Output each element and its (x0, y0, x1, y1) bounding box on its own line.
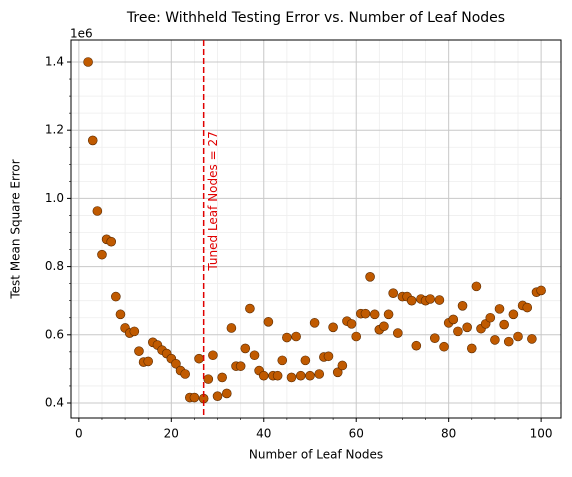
y-tick-label: 0.6 (45, 327, 64, 341)
point (314, 369, 325, 379)
point (92, 206, 103, 216)
point (379, 321, 389, 332)
x-tick-label: 80 (441, 427, 456, 441)
point (277, 355, 288, 366)
point (226, 323, 237, 333)
point (430, 333, 440, 344)
point (286, 372, 297, 383)
point (351, 331, 362, 342)
point (240, 343, 251, 354)
point (180, 369, 190, 379)
point (490, 335, 500, 345)
point (346, 319, 357, 329)
point (485, 312, 496, 323)
point (425, 294, 435, 304)
point (97, 249, 107, 260)
reference-label: Tuned Leaf Nodes = 27 (206, 131, 220, 271)
point (434, 295, 445, 305)
point (360, 308, 371, 319)
point (439, 341, 449, 352)
point (309, 318, 320, 328)
point (203, 374, 214, 384)
plot-frame (70, 39, 562, 419)
point (383, 309, 394, 320)
point (291, 331, 301, 342)
chart-title: Tree: Withheld Testing Error vs. Number … (126, 10, 505, 26)
point (249, 350, 260, 361)
point (365, 272, 375, 282)
point (194, 353, 204, 364)
y-tick-label: 1.2 (45, 123, 64, 137)
x-tick-label: 20 (164, 427, 179, 441)
point (106, 236, 117, 247)
point (134, 346, 144, 356)
point (453, 326, 463, 337)
point (388, 288, 398, 298)
point (522, 302, 533, 313)
point (406, 295, 417, 306)
point (527, 334, 537, 344)
y-tick-label: 0.8 (45, 259, 64, 273)
x-tick-label: 0 (75, 427, 83, 441)
point (494, 304, 505, 314)
x-tick-label: 100 (530, 427, 553, 441)
point (513, 331, 523, 342)
point (111, 291, 121, 302)
point (305, 370, 315, 381)
point (189, 392, 200, 403)
point (448, 314, 459, 325)
point (466, 343, 477, 354)
point (462, 322, 472, 333)
point (217, 372, 227, 383)
point (272, 370, 283, 381)
point (87, 135, 98, 146)
y-tick-label: 1.4 (45, 54, 64, 68)
point (263, 317, 274, 327)
point (536, 285, 546, 296)
point (300, 355, 311, 366)
point (115, 309, 126, 320)
point (337, 360, 348, 371)
point (471, 281, 482, 292)
x-tick-label: 60 (349, 427, 364, 441)
point (245, 303, 255, 314)
point (503, 336, 514, 347)
point (369, 309, 380, 320)
x-axis-label: Number of Leaf Nodes (249, 448, 383, 462)
point (328, 322, 338, 333)
point (393, 328, 403, 338)
y-tick-label: 1.0 (45, 191, 64, 205)
point (258, 370, 269, 381)
point (83, 57, 93, 67)
point (508, 309, 519, 320)
point (411, 340, 422, 351)
point (282, 332, 292, 343)
point (208, 350, 218, 361)
y-axis-label: Test Mean Square Error (9, 159, 23, 299)
point (457, 301, 468, 311)
offset-text: 1e6 (70, 27, 93, 41)
point (323, 351, 334, 362)
point (499, 319, 509, 330)
x-tick-label: 40 (256, 427, 271, 441)
point (235, 361, 246, 371)
point (221, 388, 232, 399)
point (143, 356, 153, 367)
point (212, 391, 223, 401)
point (171, 358, 181, 369)
point (332, 367, 343, 378)
point (129, 326, 140, 337)
y-tick-label: 0.4 (45, 395, 64, 409)
point (295, 370, 306, 381)
